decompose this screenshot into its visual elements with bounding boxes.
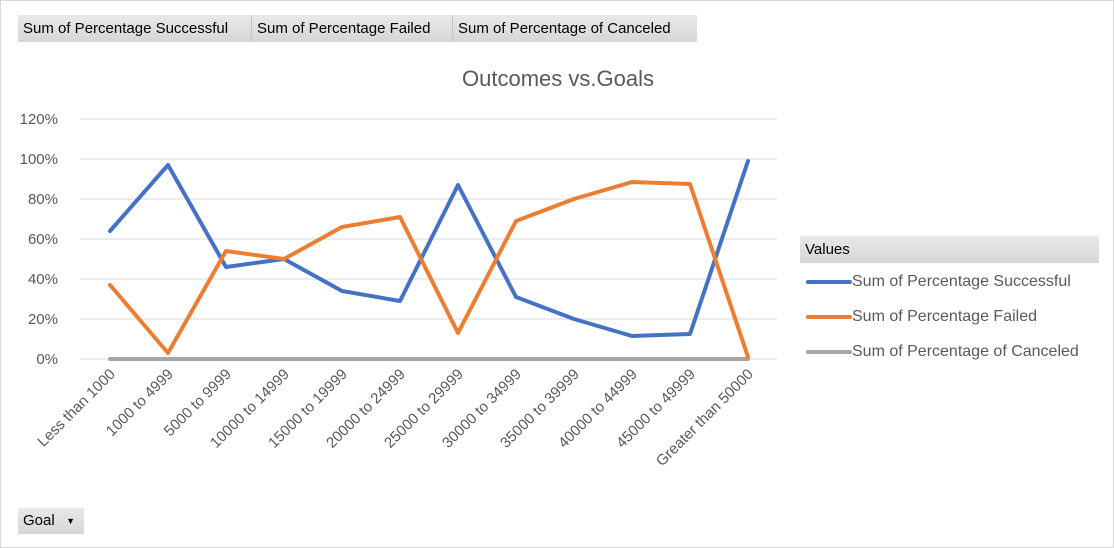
- legend-label: Sum of Percentage Successful: [852, 273, 1071, 290]
- field-button-failed[interactable]: Sum of Percentage Failed: [252, 15, 453, 42]
- field-button-successful[interactable]: Sum of Percentage Successful: [18, 15, 252, 42]
- y-tick-label: 40%: [28, 271, 58, 288]
- goal-filter-label: Goal: [23, 512, 55, 529]
- goal-filter-button[interactable]: Goal ▼: [18, 508, 84, 534]
- legend-item[interactable]: Sum of Percentage Failed: [806, 306, 1037, 328]
- y-tick-label: 80%: [28, 191, 58, 208]
- x-tick-label: Less than 1000: [34, 366, 119, 451]
- legend-item[interactable]: Sum of Percentage of Canceled: [806, 341, 1079, 363]
- series-line-1[interactable]: [108, 180, 750, 359]
- series-line-0[interactable]: [108, 159, 750, 338]
- legend-label: Sum of Percentage of Canceled: [852, 343, 1079, 360]
- field-button-canceled[interactable]: Sum of Percentage of Canceled: [453, 15, 697, 42]
- y-tick-label: 100%: [20, 151, 58, 168]
- legend-item[interactable]: Sum of Percentage Successful: [806, 271, 1071, 293]
- chevron-down-icon: ▼: [66, 516, 75, 526]
- y-tick-label: 0%: [36, 351, 58, 368]
- y-tick-label: 20%: [28, 311, 58, 328]
- legend-header: Values: [800, 236, 1099, 263]
- y-tick-label: 60%: [28, 231, 58, 248]
- legend-swatch: [806, 350, 852, 354]
- y-tick-label: 120%: [20, 111, 58, 128]
- legend-label: Sum of Percentage Failed: [852, 308, 1037, 325]
- legend-swatch: [806, 315, 852, 319]
- line-chart: Outcomes vs.Goals 0% 20% 40% 60% 80% 100% 120%…: [20, 66, 777, 470]
- chart-title: Outcomes vs.Goals: [462, 66, 654, 91]
- legend-swatch: [806, 280, 852, 284]
- x-tick-label: Greater than 50000: [653, 366, 757, 470]
